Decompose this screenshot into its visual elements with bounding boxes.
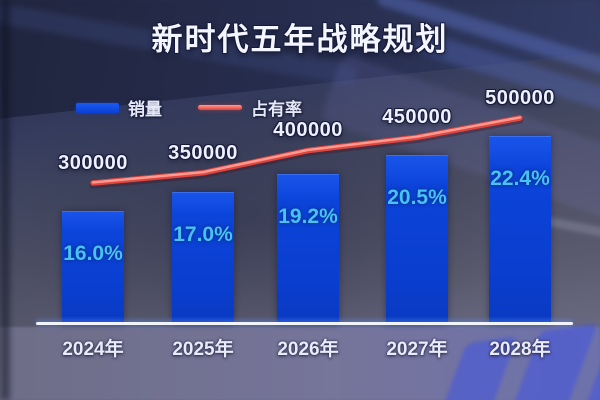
x-axis-line <box>36 322 573 325</box>
share-value-label: 17.0% <box>173 223 233 246</box>
legend-label-share: 占有率 <box>251 100 302 119</box>
share-line-swatch <box>198 105 242 110</box>
legend-item-sales: 销量 <box>76 95 162 120</box>
sales-value-label: 300000 <box>58 152 128 174</box>
sales-bar: 17.0% <box>172 192 234 324</box>
share-value-label: 20.5% <box>387 186 447 209</box>
sales-bar: 16.0% <box>62 211 124 324</box>
share-value-label: 16.0% <box>63 242 123 265</box>
sales-bar: 20.5% <box>386 155 448 324</box>
share-value-label: 19.2% <box>278 205 338 228</box>
sales-bar: 19.2% <box>277 174 339 324</box>
legend: 销量 占有率 <box>76 95 302 120</box>
legend-label-sales: 销量 <box>128 100 162 119</box>
background-streak <box>535 214 600 239</box>
sales-value-label: 350000 <box>168 141 238 164</box>
chart-title: 新时代五年战略规划 <box>151 22 449 57</box>
photo-edge-shadow <box>0 0 10 400</box>
sales-bar-swatch <box>76 102 119 113</box>
legend-item-share: 占有率 <box>198 95 302 120</box>
